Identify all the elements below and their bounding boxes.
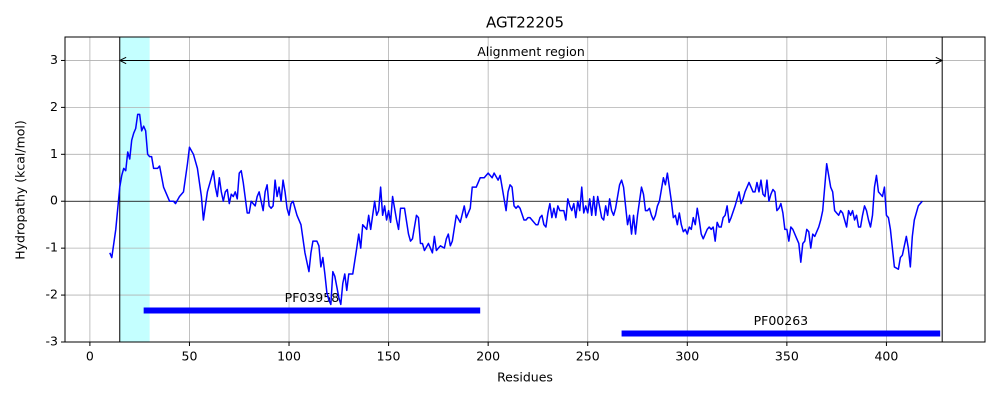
x-tick-label: 200	[476, 349, 500, 364]
y-tick-label: -2	[46, 287, 58, 302]
x-tick-label: 50	[182, 349, 198, 364]
x-tick-label: 150	[377, 349, 401, 364]
domain-label: PF03958	[285, 290, 340, 305]
y-tick-label: 0	[50, 193, 58, 208]
alignment-label: Alignment region	[477, 44, 585, 59]
chart-title: AGT22205	[486, 14, 564, 32]
y-tick-label: 3	[50, 52, 58, 67]
y-tick-label: -1	[46, 240, 58, 255]
y-tick-label: 2	[50, 99, 58, 114]
x-tick-label: 400	[874, 349, 898, 364]
y-axis-label: Hydropathy (kcal/mol)	[13, 120, 28, 260]
y-tick-label: 1	[50, 146, 58, 161]
x-tick-label: 0	[86, 349, 94, 364]
y-tick-label: -3	[46, 334, 58, 349]
plot-frame	[64, 36, 986, 343]
domain-label: PF00263	[754, 313, 809, 328]
highlight-span	[119, 37, 150, 342]
x-tick-label: 100	[277, 349, 301, 364]
x-axis-label: Residues	[497, 370, 553, 385]
hydropathy-line	[109, 113, 923, 306]
x-tick-label: 350	[775, 349, 799, 364]
x-tick-label: 300	[675, 349, 699, 364]
x-tick-label: 250	[576, 349, 600, 364]
